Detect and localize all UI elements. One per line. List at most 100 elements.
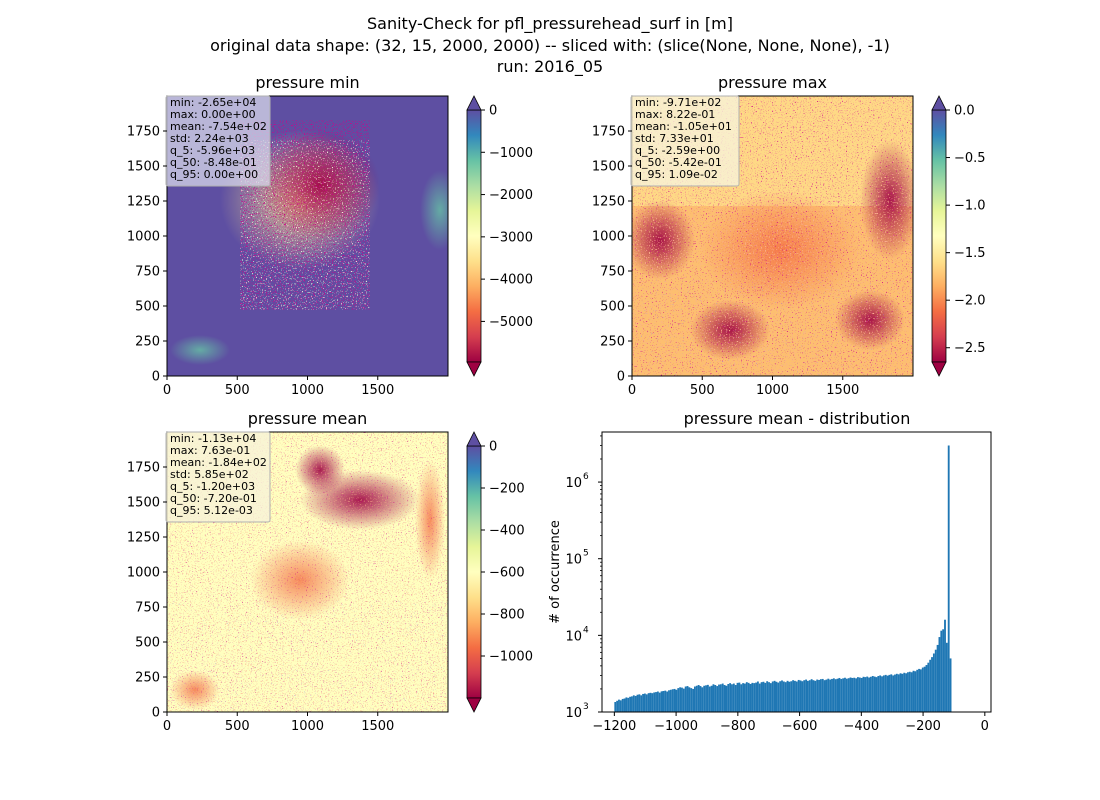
histogram-bar (912, 670, 915, 712)
colorbar-tick-label: −2.5 (954, 341, 986, 356)
histogram-bar (718, 684, 720, 712)
suptitle-line-1: Sanity-Check for pfl_pressurehead_surf i… (367, 14, 733, 34)
histogram-bar (729, 683, 732, 712)
histogram-bar (795, 681, 798, 712)
y-tick-label: 0 (152, 706, 160, 721)
stats-line: q_5: -5.96e+03 (170, 144, 255, 157)
histogram-bar (940, 630, 943, 712)
histogram-bar (732, 683, 735, 712)
y-tick-label: 0 (617, 370, 625, 385)
histogram-bars (614, 445, 952, 712)
histogram-bar (862, 676, 865, 712)
histogram-bar (762, 681, 765, 712)
y-tick-label: 1500 (592, 160, 625, 175)
histogram-bar (697, 685, 700, 712)
y-tick-label: 1250 (127, 195, 160, 210)
x-tick-label: 1500 (361, 719, 394, 734)
histogram-bar (829, 679, 832, 712)
histogram-bar (701, 687, 704, 712)
stats-line: mean: -7.54e+02 (170, 120, 267, 133)
y-tick-label: 1000 (127, 230, 160, 245)
y-tick-label: 750 (135, 601, 160, 616)
histogram-bar (947, 445, 950, 712)
histogram-bar (821, 678, 824, 712)
histogram-bar (871, 675, 874, 712)
histogram-bar (786, 680, 789, 712)
histogram-bar (681, 687, 683, 712)
histogram-bar (645, 694, 648, 712)
histogram-bar (873, 676, 876, 712)
histogram-bar (834, 679, 837, 712)
histogram-bar (929, 659, 932, 712)
histogram-bar (742, 683, 745, 712)
colorbar-tick-label: 0.0 (954, 104, 975, 119)
y-tick-label: 10 (565, 706, 582, 721)
histogram-bar (825, 679, 828, 712)
x-tick-label: −800 (720, 719, 756, 734)
x-tick-label: 0 (163, 719, 171, 734)
colorbar-tick-label: −2.0 (954, 294, 986, 309)
histogram-bar (844, 677, 846, 712)
histogram-bar (931, 657, 933, 712)
stats-line: q_95: 0.00e+00 (170, 168, 258, 181)
y-tick-label: 250 (135, 335, 160, 350)
stats-line: max: 8.22e-01 (635, 108, 715, 121)
histogram-bar (694, 686, 696, 712)
histogram-bar (881, 676, 883, 712)
histogram-bar (638, 694, 641, 712)
histogram-bar (901, 673, 904, 712)
colorbar-tick-label: −1.5 (954, 246, 986, 261)
histogram-bar (794, 680, 796, 712)
histogram-bar (836, 678, 839, 712)
histogram-bar (632, 695, 635, 712)
x-tick-label: 500 (225, 383, 250, 398)
histogram-bar (945, 642, 948, 712)
y-tick-label: 250 (600, 335, 625, 350)
histogram-bar (858, 677, 861, 712)
histogram-bar (910, 672, 913, 712)
panel-title: pressure mean (248, 409, 368, 428)
y-tick-label: 0 (152, 370, 160, 385)
histogram-bar (777, 682, 780, 712)
histogram-bar (690, 688, 693, 712)
panel-pressure-min: pressure min min: -2.65e+04 max: 0.00e+0… (127, 73, 533, 398)
stats-line: mean: -1.05e+01 (635, 120, 732, 133)
heatmap-image (167, 96, 448, 376)
panel-title: pressure max (718, 73, 827, 92)
histogram-bar (827, 678, 830, 712)
x-tick-label: −1000 (654, 719, 698, 734)
x-tick-label: −1200 (592, 719, 636, 734)
y-tick-label: 1500 (127, 496, 160, 511)
histogram-bar (864, 677, 867, 712)
histogram-bar (895, 673, 898, 712)
histogram-bar (723, 685, 726, 712)
histogram-bar (682, 688, 685, 712)
colorbar-tick-label: 0 (489, 104, 497, 119)
histogram-bar (877, 675, 880, 712)
histogram-bar (662, 690, 665, 712)
panel-pressure-max: pressure max min: -9.71e+02 max: 8.22e-0… (592, 73, 986, 398)
histogram-bar (769, 683, 772, 712)
histogram-bar (934, 649, 937, 712)
histogram-bar (636, 694, 639, 712)
histogram-bar (925, 665, 928, 712)
histogram-bar (616, 700, 619, 712)
colorbar-gradient (931, 109, 947, 363)
panel-title: pressure mean - distribution (684, 409, 911, 428)
colorbar-tick-label: −1000 (489, 146, 533, 161)
stats-line: min: -1.13e+04 (170, 432, 256, 445)
stats-line: q_95: 5.12e-03 (170, 504, 253, 517)
histogram-bar (799, 680, 802, 712)
histogram-bar (705, 685, 707, 712)
histogram-bar (840, 678, 843, 712)
histogram-bar (699, 686, 702, 712)
histogram-bar (647, 693, 650, 712)
colorbar-gradient (466, 109, 482, 363)
histogram-bar (649, 692, 652, 712)
histogram-bar (684, 686, 687, 712)
colorbar-tick-label: −0.5 (954, 151, 986, 166)
histogram-bar (642, 693, 644, 712)
histogram-bar (660, 691, 663, 712)
x-tick-label: −600 (782, 719, 818, 734)
histogram-bar (686, 686, 689, 712)
